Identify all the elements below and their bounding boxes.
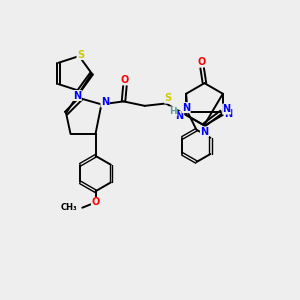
Text: N: N	[200, 127, 208, 137]
Text: N: N	[101, 97, 109, 107]
Text: O: O	[92, 197, 100, 207]
Text: H: H	[169, 107, 177, 116]
Text: S: S	[165, 93, 172, 103]
Text: N: N	[73, 91, 81, 100]
Text: N: N	[224, 110, 232, 119]
Text: N: N	[223, 104, 231, 114]
Text: O: O	[198, 57, 206, 67]
Text: N: N	[176, 111, 184, 122]
Text: S: S	[77, 50, 84, 60]
Text: O: O	[121, 75, 129, 85]
Text: CH₃: CH₃	[60, 203, 77, 212]
Text: N: N	[182, 103, 190, 112]
